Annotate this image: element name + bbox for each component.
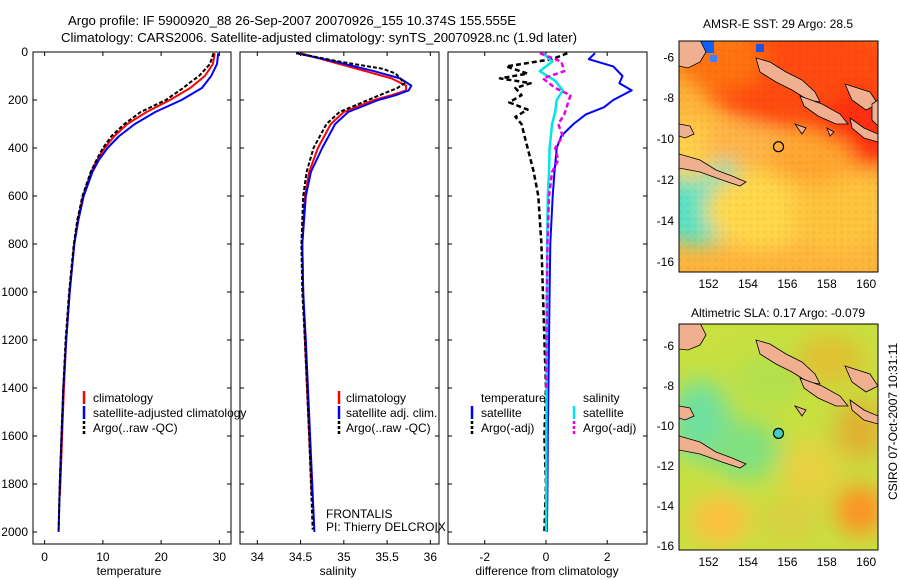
map-y-tick-label: -16 bbox=[657, 255, 675, 269]
difference-series-1 bbox=[545, 52, 633, 533]
legend-label-argo: Argo(..raw -QC) bbox=[93, 421, 178, 435]
map-y-tick-label: -6 bbox=[663, 50, 674, 64]
map-x-tick-label: 158 bbox=[817, 277, 837, 291]
map-y-tick-label: -8 bbox=[663, 91, 674, 105]
map-x-tick-label: 154 bbox=[738, 277, 758, 291]
legend-label-climatology: climatology bbox=[346, 391, 406, 405]
difference-series-2 bbox=[498, 52, 568, 533]
legend-title-temperature: temperature bbox=[481, 391, 546, 405]
temperature-legend: climatology satellite-adjusted climatolo… bbox=[82, 391, 246, 435]
legend-label-temp-argo: Argo(-adj) bbox=[481, 421, 534, 435]
map-x-tick-label: 156 bbox=[777, 277, 797, 291]
project-name: FRONTALIS bbox=[326, 507, 392, 521]
x-tick-label: 2 bbox=[604, 550, 611, 564]
difference-xlabel: difference from climatology bbox=[475, 564, 618, 578]
sst-map-field bbox=[679, 41, 878, 272]
x-tick-label: 35 bbox=[337, 550, 351, 564]
y-tick-label: 1800 bbox=[1, 477, 28, 491]
profile-lines bbox=[57, 52, 633, 533]
temperature-series-group bbox=[57, 52, 220, 533]
credit-stamp: CSIRO 07-Oct-2007 10:31:11 bbox=[886, 342, 900, 500]
legend-label-sal-satellite: satellite bbox=[583, 406, 624, 420]
map-y-tick-label: -10 bbox=[657, 419, 675, 433]
x-tick-label: 0 bbox=[543, 550, 550, 564]
x-tick-label: -2 bbox=[479, 550, 490, 564]
difference-legend: temperature salinity satellite Argo(-adj… bbox=[470, 391, 636, 435]
x-tick-label: 0 bbox=[41, 550, 48, 564]
salinity-xlabel: salinity bbox=[320, 564, 357, 578]
difference-series-4 bbox=[539, 52, 572, 389]
sla-map-frame bbox=[678, 323, 879, 551]
project-pi: PI: Thierry DELCROIX bbox=[326, 520, 446, 534]
x-tick-label: 34 bbox=[251, 550, 265, 564]
map-y-tick-label: -16 bbox=[657, 539, 675, 553]
temperature-axes bbox=[32, 51, 232, 545]
map-y-tick-label: -12 bbox=[657, 173, 675, 187]
legend-title-salinity: salinity bbox=[583, 391, 620, 405]
salinity-axes bbox=[239, 51, 440, 545]
y-tick-label: 400 bbox=[8, 141, 28, 155]
difference-series-3 bbox=[538, 52, 565, 533]
y-tick-label: 600 bbox=[8, 189, 28, 203]
y-tick-label: 800 bbox=[8, 237, 28, 251]
sst-map-argo-marker bbox=[772, 141, 785, 153]
map-x-tick-label: 152 bbox=[699, 555, 719, 569]
legend-label-climatology: climatology bbox=[93, 391, 153, 405]
sla-map-argo-marker bbox=[772, 427, 785, 439]
header-line-2: Climatology: CARS2006. Satellite-adjuste… bbox=[61, 30, 577, 45]
map-y-tick-label: -10 bbox=[657, 132, 675, 146]
y-tick-label: 200 bbox=[8, 93, 28, 107]
x-tick-label: 36 bbox=[424, 550, 438, 564]
map-x-tick-label: 160 bbox=[856, 277, 876, 291]
temperature-series-2 bbox=[57, 53, 220, 533]
salinity-series-2 bbox=[295, 52, 413, 533]
y-tick-label: 1400 bbox=[1, 381, 28, 395]
map-y-tick-label: -14 bbox=[657, 214, 675, 228]
map-x-tick-label: 158 bbox=[817, 555, 837, 569]
legend-label-sal-argo: Argo(-adj) bbox=[583, 421, 636, 435]
map-y-tick-label: -6 bbox=[663, 339, 674, 353]
temperature-series-3 bbox=[57, 52, 215, 530]
map-y-tick-label: -14 bbox=[657, 499, 675, 513]
difference-axes bbox=[447, 51, 648, 545]
map-x-tick-label: 160 bbox=[856, 555, 876, 569]
y-tick-label: 1600 bbox=[1, 429, 28, 443]
map-x-tick-label: 154 bbox=[738, 555, 758, 569]
sst-map-frame bbox=[678, 40, 879, 273]
x-tick-label: 10 bbox=[96, 550, 110, 564]
y-tick-label: 2000 bbox=[1, 525, 28, 539]
sst-map-title: AMSR-E SST: 29 Argo: 28.5 bbox=[703, 17, 853, 31]
salinity-series-3 bbox=[296, 52, 406, 530]
legend-label-temp-satellite: satellite bbox=[481, 406, 522, 420]
y-tick-label: 1200 bbox=[1, 333, 28, 347]
x-tick-label: 30 bbox=[213, 550, 227, 564]
salinity-series-group bbox=[295, 52, 413, 533]
temperature-xlabel: temperature bbox=[97, 564, 162, 578]
difference-series-group bbox=[498, 52, 633, 533]
salinity-legend: climatology satellite adj. clim. Argo(..… bbox=[337, 391, 437, 435]
x-tick-label: 20 bbox=[154, 550, 168, 564]
legend-label-satellite: satellite adj. clim. bbox=[346, 406, 437, 420]
map-y-tick-label: -12 bbox=[657, 459, 675, 473]
map-y-tick-label: -8 bbox=[663, 379, 674, 393]
x-tick-label: 34.5 bbox=[289, 550, 313, 564]
y-tick-label: 1000 bbox=[1, 285, 28, 299]
legend-label-argo: Argo(..raw -QC) bbox=[346, 421, 431, 435]
legend-label-satellite: satellite-adjusted climatology bbox=[93, 406, 246, 420]
map-x-tick-label: 156 bbox=[777, 555, 797, 569]
map-x-tick-label: 152 bbox=[699, 277, 719, 291]
header-line-1: Argo profile: IF 5900920_88 26-Sep-2007 … bbox=[68, 13, 516, 28]
y-tick-label: 0 bbox=[21, 45, 28, 59]
x-tick-label: 35.5 bbox=[375, 550, 399, 564]
sla-map-title: Altimetric SLA: 0.17 Argo: -0.079 bbox=[691, 306, 865, 320]
